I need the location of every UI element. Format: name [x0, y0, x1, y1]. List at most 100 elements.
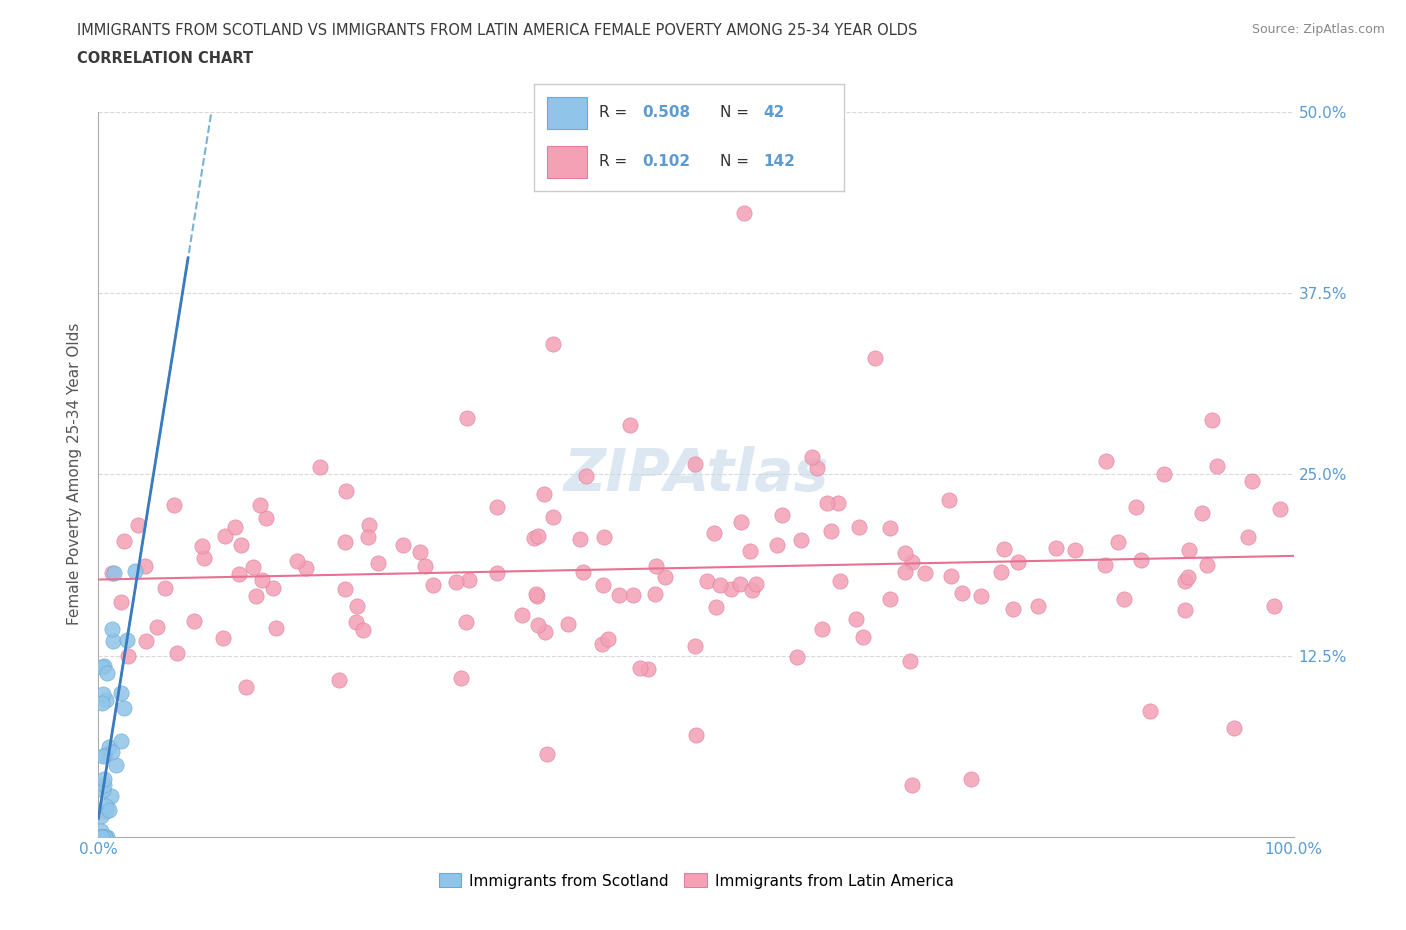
- Point: [94, 830, 117, 844]
- Bar: [547, 97, 586, 128]
- Point: [827, 496, 849, 511]
- Point: [683, 639, 706, 654]
- Point: [696, 574, 718, 589]
- Point: [644, 558, 666, 573]
- Point: [526, 589, 548, 604]
- Point: [1191, 506, 1213, 521]
- Point: [1240, 474, 1263, 489]
- Point: [163, 498, 186, 512]
- Point: [254, 511, 277, 525]
- Text: R =: R =: [599, 105, 633, 120]
- Point: [914, 565, 936, 580]
- Point: [228, 566, 250, 581]
- Point: [534, 624, 557, 639]
- Point: [245, 589, 267, 604]
- Point: [592, 578, 614, 592]
- Point: [295, 561, 318, 576]
- Point: [541, 510, 564, 525]
- Point: [93, 830, 115, 844]
- Point: [685, 728, 707, 743]
- Point: [733, 206, 755, 220]
- Text: IMMIGRANTS FROM SCOTLAND VS IMMIGRANTS FROM LATIN AMERICA FEMALE POVERTY AMONG 2: IMMIGRANTS FROM SCOTLAND VS IMMIGRANTS F…: [77, 23, 918, 38]
- Point: [845, 612, 868, 627]
- Point: [89, 830, 111, 844]
- Point: [485, 499, 508, 514]
- Point: [1114, 591, 1136, 606]
- Point: [91, 783, 114, 798]
- Point: [1026, 599, 1049, 614]
- Point: [766, 538, 789, 552]
- Point: [392, 538, 415, 552]
- Point: [938, 492, 960, 507]
- Point: [709, 578, 731, 593]
- Point: [786, 649, 808, 664]
- Point: [333, 535, 356, 550]
- Point: [264, 620, 287, 635]
- Point: [598, 631, 620, 646]
- Point: [346, 599, 368, 614]
- Point: [212, 631, 235, 645]
- Point: [94, 693, 117, 708]
- Text: 0.102: 0.102: [643, 154, 690, 169]
- Point: [89, 830, 111, 844]
- Point: [1201, 413, 1223, 428]
- Point: [110, 685, 132, 700]
- Text: N =: N =: [720, 105, 754, 120]
- Point: [344, 615, 367, 630]
- Point: [367, 556, 389, 571]
- Point: [115, 633, 138, 648]
- Point: [357, 518, 380, 533]
- Point: [231, 538, 253, 552]
- Point: [1268, 502, 1291, 517]
- Point: [571, 565, 593, 579]
- Text: ZIPAtlas: ZIPAtlas: [564, 445, 828, 503]
- Point: [1174, 603, 1197, 618]
- Point: [1223, 721, 1246, 736]
- Point: [533, 486, 555, 501]
- Point: [811, 621, 834, 636]
- Text: 0.508: 0.508: [643, 105, 690, 120]
- Point: [100, 789, 122, 804]
- Point: [91, 748, 114, 763]
- Point: [235, 679, 257, 694]
- Point: [485, 565, 508, 580]
- Point: [135, 634, 157, 649]
- Point: [1263, 599, 1285, 614]
- Point: [335, 581, 357, 596]
- Point: [1107, 535, 1129, 550]
- Point: [110, 734, 132, 749]
- Point: [90, 823, 112, 838]
- Point: [898, 654, 921, 669]
- Point: [1130, 553, 1153, 568]
- Point: [93, 778, 115, 793]
- Point: [865, 351, 887, 365]
- Point: [93, 772, 115, 787]
- Point: [91, 686, 114, 701]
- Point: [1095, 453, 1118, 468]
- Point: [357, 529, 380, 544]
- Point: [328, 672, 350, 687]
- Point: [879, 591, 901, 606]
- Point: [1174, 574, 1197, 589]
- Point: [100, 621, 122, 636]
- Point: [527, 618, 550, 632]
- Text: R =: R =: [599, 154, 633, 169]
- Point: [454, 615, 477, 630]
- Point: [98, 803, 121, 817]
- Point: [621, 588, 644, 603]
- Point: [575, 469, 598, 484]
- Point: [89, 830, 111, 844]
- Point: [456, 410, 478, 425]
- Point: [524, 587, 547, 602]
- Point: [263, 581, 285, 596]
- Point: [124, 564, 146, 578]
- Point: [112, 700, 135, 715]
- Point: [457, 573, 479, 588]
- Point: [101, 634, 124, 649]
- Point: [801, 449, 824, 464]
- Point: [250, 573, 273, 588]
- Point: [96, 665, 118, 680]
- Point: [685, 457, 707, 472]
- Point: [970, 589, 993, 604]
- Point: [820, 524, 842, 538]
